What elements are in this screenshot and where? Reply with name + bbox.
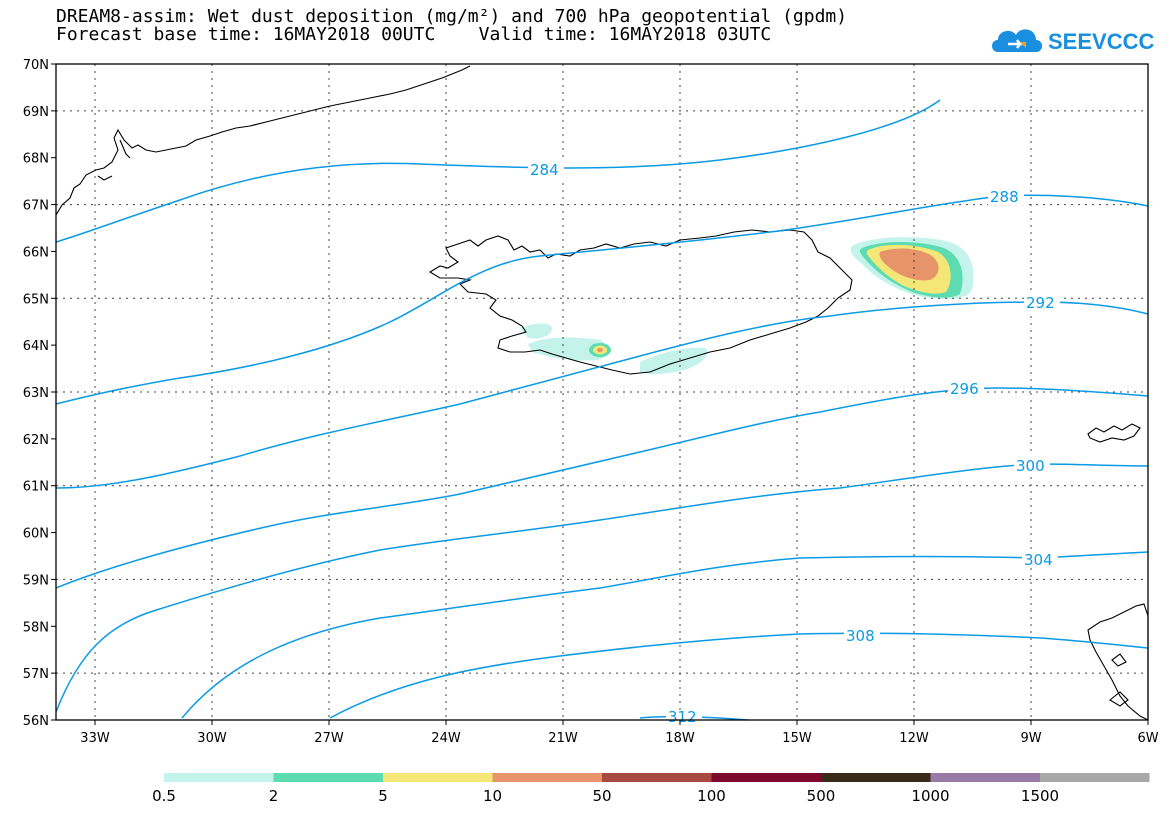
lat-label: 56N: [23, 714, 49, 729]
contour-label-312: 312: [668, 708, 697, 726]
lat-label: 67N: [23, 199, 49, 214]
color-bar-segment: [383, 773, 493, 782]
lat-label: 65N: [23, 292, 49, 307]
color-bar-segment: [492, 773, 602, 782]
contour-label-308: 308: [846, 627, 875, 645]
color-bar-segment: [930, 773, 1040, 782]
contour-label-300: 300: [1016, 457, 1045, 475]
lon-label: 12W: [899, 731, 929, 746]
map-subtitle: Forecast base time: 16MAY2018 00UTC Vali…: [56, 24, 772, 45]
lat-label: 59N: [23, 573, 49, 588]
map-gridlines: [56, 64, 1148, 720]
lat-label: 64N: [23, 339, 49, 354]
lat-label: 66N: [23, 245, 49, 260]
color-bar-label: 1500: [1021, 787, 1059, 805]
color-bar-segment: [602, 773, 712, 782]
color-bar-label: 100: [697, 787, 726, 805]
lon-label: 21W: [548, 731, 578, 746]
map-title: DREAM8-assim: Wet dust deposition (mg/m²…: [56, 6, 848, 27]
geopotential-contours: [55, 99, 1149, 721]
contour-label-296: 296: [950, 380, 979, 398]
latitude-labels: 70N 69N 68N 67N 66N 65N 64N 63N 62N 61N 60N 59N 58N 5…: [23, 58, 49, 729]
color-bar-label: 10: [483, 787, 502, 805]
lat-label: 69N: [23, 105, 49, 120]
contour-label-284: 284: [530, 161, 559, 179]
lon-label: 27W: [314, 731, 344, 746]
lat-label: 57N: [23, 667, 49, 682]
color-bar-label: 0.5: [152, 787, 176, 805]
lat-label: 68N: [23, 152, 49, 167]
color-bar-segment: [711, 773, 821, 782]
coastlines: [55, 65, 1149, 721]
lat-label: 62N: [23, 433, 49, 448]
color-bar-label: 50: [592, 787, 611, 805]
lon-label: 18W: [665, 731, 695, 746]
contour-label-304: 304: [1024, 551, 1053, 569]
lon-label: 30W: [197, 731, 227, 746]
lat-label: 70N: [23, 58, 49, 73]
lon-label: 15W: [782, 731, 812, 746]
lon-label: 33W: [80, 731, 110, 746]
color-bar-segment: [1040, 773, 1150, 782]
lat-label: 60N: [23, 527, 49, 542]
cloud-icon: [992, 29, 1042, 52]
lat-label: 63N: [23, 386, 49, 401]
color-bar-segment: [821, 773, 931, 782]
contour-label-292: 292: [1026, 294, 1055, 312]
color-bar: 0.5 2 5 10 50 100 500 1000 1500: [152, 773, 1150, 805]
axis-ticks: [51, 63, 1149, 725]
lon-label: 24W: [431, 731, 461, 746]
color-bar-label: 1000: [911, 787, 949, 805]
lon-label: 9W: [1020, 731, 1041, 746]
seevccc-logo: SEEVCCC: [992, 29, 1154, 54]
contour-label-288: 288: [990, 188, 1019, 206]
lat-label: 58N: [23, 620, 49, 635]
longitude-labels: 33W 30W 27W 24W 21W 18W 15W 12W 9W 6W: [80, 731, 1158, 746]
color-bar-segment: [273, 773, 383, 782]
color-bar-segment: [164, 773, 274, 782]
contour-labels: 284 288 292 296 300 304 308 312: [528, 160, 1060, 726]
dust-deposition-field: [520, 237, 974, 375]
lon-label: 6W: [1137, 731, 1158, 746]
color-bar-label: 2: [269, 787, 279, 805]
color-bar-label: 5: [378, 787, 388, 805]
logo-text: SEEVCCC: [1048, 29, 1154, 54]
lat-label: 61N: [23, 480, 49, 495]
color-bar-label: 500: [807, 787, 836, 805]
